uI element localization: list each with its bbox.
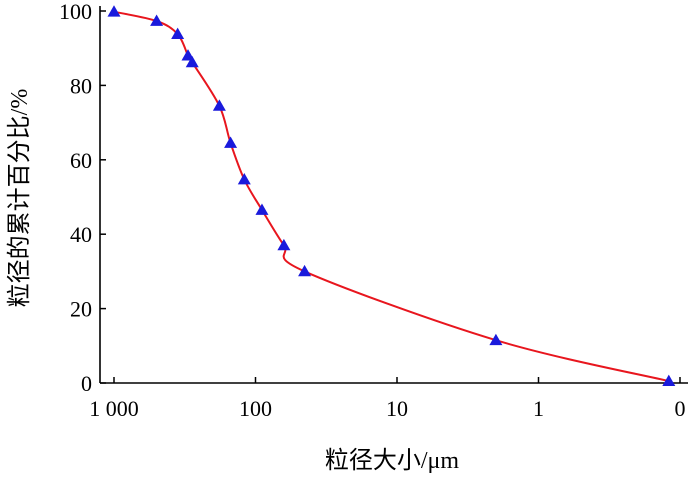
- data-point-marker: [171, 27, 185, 39]
- data-point-marker: [662, 374, 676, 387]
- data-point-marker: [489, 333, 503, 346]
- data-point-marker: [255, 203, 269, 215]
- y-axis-title: 粒径的累计百分比/%: [6, 89, 33, 308]
- x-tick-label: 0: [675, 396, 686, 421]
- y-tick-label: 20: [70, 297, 92, 322]
- data-point-marker: [277, 238, 291, 251]
- x-axis-title: 粒径大小/μm: [325, 447, 460, 474]
- y-tick-label: 0: [81, 371, 92, 396]
- y-tick-label: 60: [70, 148, 92, 173]
- x-tick-label: 100: [239, 396, 272, 421]
- x-tick-label: 1: [533, 396, 544, 421]
- axes: [99, 6, 688, 384]
- y-tick-label: 40: [70, 222, 92, 247]
- data-point-marker: [212, 99, 226, 111]
- data-point-marker: [298, 264, 312, 277]
- x-tick-label: 10: [386, 396, 408, 421]
- data-point-marker: [107, 5, 121, 17]
- data-point-marker: [224, 136, 238, 148]
- y-tick-label: 100: [59, 0, 92, 24]
- data-point-marker: [237, 173, 251, 185]
- x-tick-label: 1 000: [89, 396, 139, 421]
- data-point-marker: [185, 55, 199, 68]
- y-tick-label: 80: [70, 73, 92, 98]
- data-point-marker: [150, 14, 164, 26]
- marker-layer: [107, 5, 676, 387]
